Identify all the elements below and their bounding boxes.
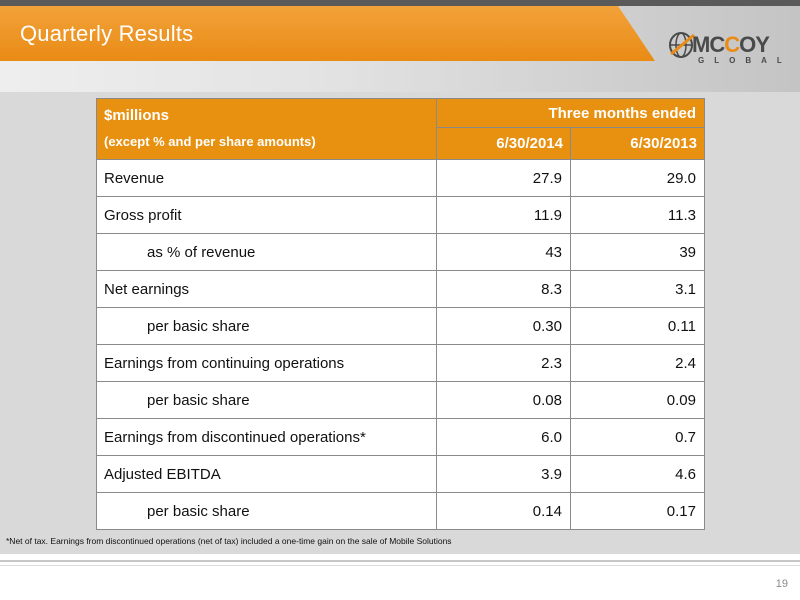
table-row: Earnings from discontinued operations* 6… xyxy=(96,418,705,456)
globe-icon xyxy=(669,32,695,58)
table-row: Gross profit 11.9 11.3 xyxy=(96,196,705,234)
title-tab xyxy=(0,6,655,61)
header-period-group: Three months ended xyxy=(436,97,705,129)
row-value: 8.3 xyxy=(436,270,571,308)
footer-rule-thin xyxy=(0,565,800,566)
row-value: 6.0 xyxy=(436,418,571,456)
table-row: per basic share 0.14 0.17 xyxy=(96,492,705,530)
row-value: 3.1 xyxy=(570,270,705,308)
row-label: Gross profit xyxy=(96,196,437,234)
row-value: 0.11 xyxy=(570,307,705,345)
logo-wordmark: MCCOY xyxy=(692,32,770,57)
quarterly-results-table: $millions (except % and per share amount… xyxy=(96,97,705,530)
row-value: 27.9 xyxy=(436,159,571,197)
row-value: 29.0 xyxy=(570,159,705,197)
row-value: 0.09 xyxy=(570,381,705,419)
row-value: 39 xyxy=(570,233,705,271)
row-label: per basic share xyxy=(96,492,437,530)
row-value: 2.4 xyxy=(570,344,705,382)
table-row: as % of revenue 43 39 xyxy=(96,233,705,271)
footnote: *Net of tax. Earnings from discontinued … xyxy=(6,536,452,546)
column-header-2013: 6/30/2013 xyxy=(570,127,705,160)
row-label: per basic share xyxy=(96,381,437,419)
column-header-2014: 6/30/2014 xyxy=(436,127,571,160)
row-value: 43 xyxy=(436,233,571,271)
row-value: 0.17 xyxy=(570,492,705,530)
table-row: Earnings from continuing operations 2.3 … xyxy=(96,344,705,382)
table-row: per basic share 0.30 0.11 xyxy=(96,307,705,345)
row-value: 11.9 xyxy=(436,196,571,234)
page-title: Quarterly Results xyxy=(20,21,194,46)
row-label: as % of revenue xyxy=(96,233,437,271)
row-value: 0.7 xyxy=(570,418,705,456)
row-label: Net earnings xyxy=(96,270,437,308)
row-value: 2.3 xyxy=(436,344,571,382)
page-number: 19 xyxy=(775,578,788,590)
header-units-note: (except % and per share amounts) xyxy=(104,134,316,149)
table-row: Adjusted EBITDA 3.9 4.6 xyxy=(96,455,705,493)
row-value: 0.08 xyxy=(436,381,571,419)
row-value: 11.3 xyxy=(570,196,705,234)
row-value: 4.6 xyxy=(570,455,705,493)
row-label: Earnings from discontinued operations* xyxy=(96,418,437,456)
row-label: Earnings from continuing operations xyxy=(96,344,437,382)
row-label: Adjusted EBITDA xyxy=(96,455,437,493)
row-label: per basic share xyxy=(96,307,437,345)
table-header-units: $millions (except % and per share amount… xyxy=(96,98,437,160)
table-row: per basic share 0.08 0.09 xyxy=(96,381,705,419)
row-value: 3.9 xyxy=(436,455,571,493)
row-value: 0.14 xyxy=(436,492,571,530)
logo-subtitle: GLOBAL xyxy=(698,56,792,65)
footer-rule xyxy=(0,560,800,562)
table-row: Revenue 27.9 29.0 xyxy=(96,159,705,197)
table-row: Net earnings 8.3 3.1 xyxy=(96,270,705,308)
header-units-label: $millions xyxy=(104,107,170,124)
row-value: 0.30 xyxy=(436,307,571,345)
top-bar xyxy=(0,0,800,6)
mccoy-global-logo: MCCOY GLOBAL xyxy=(668,28,788,72)
row-label: Revenue xyxy=(96,159,437,197)
